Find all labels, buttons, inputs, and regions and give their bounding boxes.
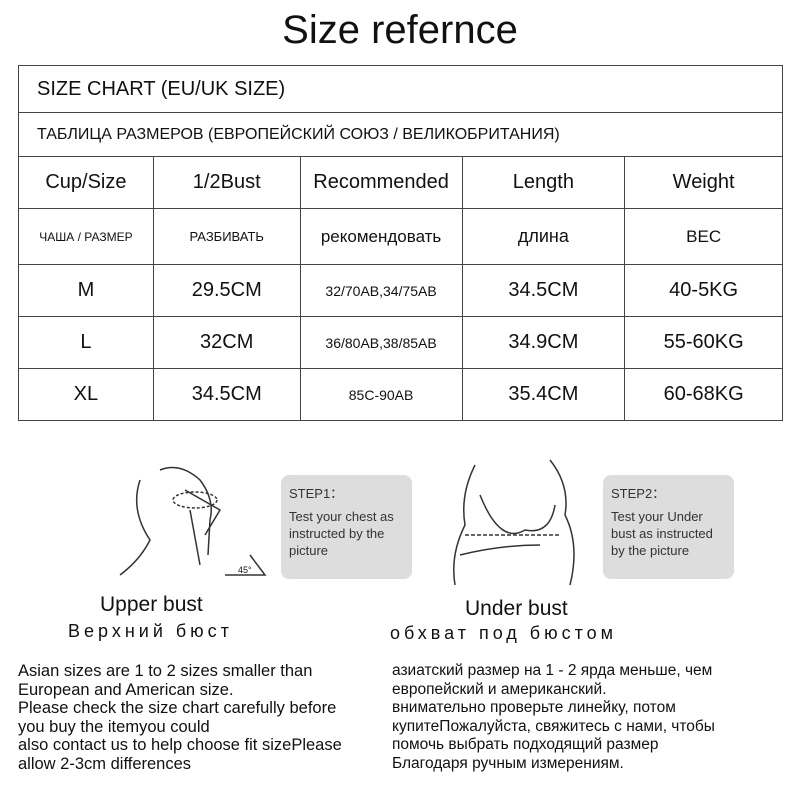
upper-bust-caption: Upper bust <box>100 593 203 616</box>
note-line: Asian sizes are 1 to 2 sizes smaller tha… <box>18 662 313 680</box>
note-line: also contact us to help choose fit sizeP… <box>18 736 342 754</box>
header-cell: Length <box>461 156 626 209</box>
note-line: азиатский размер на 1 - 2 ярда меньше, ч… <box>392 662 713 679</box>
header-cell: рекомендовать <box>299 208 463 265</box>
step1-heading: STEP1： <box>289 486 344 501</box>
table-title-ru: ТАБЛИЦА РАЗМЕРОВ (ЕВРОПЕЙСКИЙ СОЮЗ / ВЕЛ… <box>18 112 783 157</box>
note-line: внимательно проверьте линейку, потом <box>392 699 676 716</box>
header-cell: 1/2Bust <box>152 156 301 209</box>
cell: 34.5CM <box>461 264 626 317</box>
under-bust-caption: Under bust <box>465 597 568 620</box>
under-bust-illustration <box>453 459 575 586</box>
cell: 36/80AB,38/85AB <box>299 316 463 369</box>
header-cell: Recommended <box>299 156 463 209</box>
cell: 55-60KG <box>624 316 783 369</box>
step1-box: STEP1： Test your chest as instructed by … <box>281 475 412 579</box>
note-line: allow 2-3cm differences <box>18 754 192 773</box>
header-cell: Cup/Size <box>18 156 154 209</box>
cell: 29.5CM <box>152 264 301 317</box>
header-cell: ВЕС <box>624 208 783 265</box>
cell: 40-5KG <box>624 264 783 317</box>
cell: 35.4CM <box>461 368 626 421</box>
step2-box: STEP2： Test your Under bust as instructe… <box>603 475 734 579</box>
table-row: M 29.5CM 32/70AB,34/75AB 34.5CM 40-5KG <box>18 264 783 317</box>
cell: 32CM <box>152 316 301 369</box>
table-row: XL 34.5CM 85C-90AB 35.4CM 60-68KG <box>18 368 783 421</box>
cell: M <box>18 264 154 317</box>
cell: XL <box>18 368 154 421</box>
cell: 32/70AB,34/75AB <box>299 264 463 317</box>
note-line: помочь выбрать подходящий размер <box>392 736 659 753</box>
size-table: SIZE CHART (EU/UK SIZE) ТАБЛИЦА РАЗМЕРОВ… <box>18 65 783 421</box>
cell: 34.9CM <box>461 316 626 369</box>
cell: L <box>18 316 154 369</box>
angle-label: 45° <box>238 565 252 575</box>
upper-bust-illustration <box>119 466 267 576</box>
cell: 85C-90AB <box>299 368 463 421</box>
notes-ru: азиатский размер на 1 - 2 ярда меньше, ч… <box>392 662 715 773</box>
step1-text: Test your chest as instructed by the pic… <box>289 509 394 558</box>
header-cell: РАЗБИВАТЬ <box>152 208 301 265</box>
note-line: European and American size. <box>18 680 234 699</box>
table-row: L 32CM 36/80AB,38/85AB 34.9CM 55-60KG <box>18 316 783 369</box>
step2-heading: STEP2： <box>611 486 666 501</box>
step2-text: Test your Under bust as instructed by th… <box>611 509 713 558</box>
notes-en: Asian sizes are 1 to 2 sizes smaller tha… <box>18 662 342 773</box>
under-bust-caption-ru: обхват под бюстом <box>390 623 618 643</box>
cell: 34.5CM <box>152 368 301 421</box>
table-title-en: SIZE CHART (EU/UK SIZE) <box>18 65 783 113</box>
header-row: Cup/Size 1/2Bust Recommended Length Weig… <box>18 156 783 209</box>
header-cell: ЧАША / РАЗМЕР <box>18 208 154 265</box>
header-row-ru: ЧАША / РАЗМЕР РАЗБИВАТЬ рекомендовать дл… <box>18 208 783 265</box>
note-line: Please check the size chart carefully be… <box>18 699 337 717</box>
header-cell: длина <box>461 208 626 265</box>
note-line: европейский и американский. <box>392 680 607 698</box>
cell: 60-68KG <box>624 368 783 421</box>
note-line: you buy the itemyou could <box>18 717 210 736</box>
page-title: Size refernce <box>282 8 518 52</box>
note-line: купитеПожалуйста, свяжитесь с нами, чтоб… <box>392 717 715 735</box>
note-line: Благодаря ручным измерениям. <box>392 754 624 772</box>
header-cell: Weight <box>624 156 783 209</box>
upper-bust-caption-ru: Верхний бюст <box>68 621 233 641</box>
